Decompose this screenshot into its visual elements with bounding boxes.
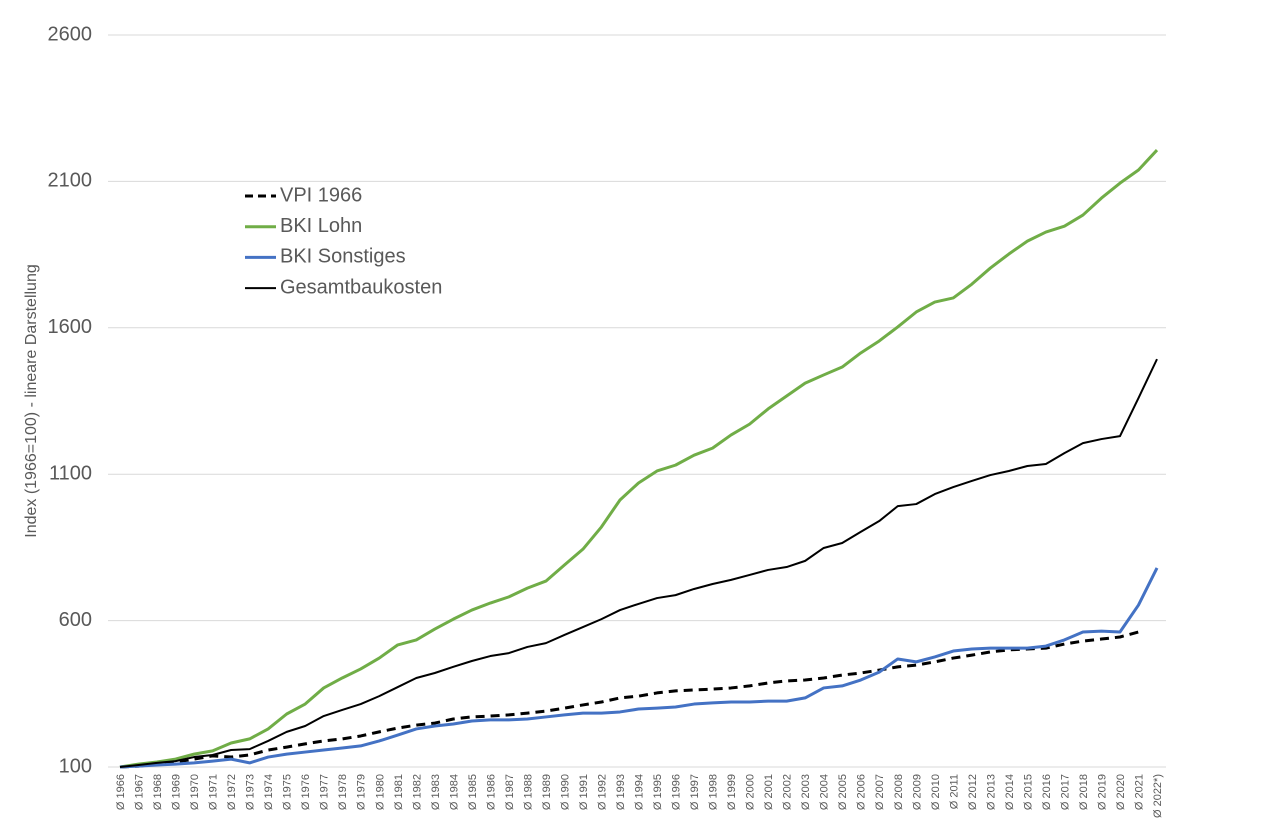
x-tick-label: Ø 2018	[1078, 774, 1090, 810]
x-tick-label: Ø 2004	[819, 774, 831, 810]
x-tick-label: Ø 2007	[874, 774, 886, 810]
x-tick-label: Ø 1988	[522, 774, 534, 810]
x-tick-label: Ø 2012	[967, 774, 979, 810]
x-tick-label: Ø 1997	[689, 774, 701, 810]
x-tick-label: Ø 2019	[1096, 774, 1108, 810]
x-tick-label: Ø 2006	[856, 774, 868, 810]
x-tick-label: Ø 1979	[356, 774, 368, 810]
x-tick-label: Ø 1977	[319, 774, 331, 810]
x-tick-label: Ø 2011	[948, 774, 960, 809]
x-tick-label: Ø 1987	[504, 774, 516, 810]
legend-label: BKI Lohn	[280, 215, 362, 237]
x-tick-label: Ø 2002	[782, 774, 794, 810]
x-tick-label: Ø 1974	[263, 774, 275, 810]
y-tick-label: 2100	[48, 170, 93, 192]
x-tick-label: Ø 1970	[189, 774, 201, 810]
y-tick-label: 1600	[48, 316, 93, 338]
x-tick-label: Ø 2010	[930, 774, 942, 810]
x-tick-label: Ø 2003	[800, 774, 812, 810]
x-tick-label: Ø 1973	[245, 774, 257, 810]
x-tick-label: Ø 2013	[985, 774, 997, 810]
x-tick-label: Ø 1990	[559, 774, 571, 810]
series-line	[119, 567, 1159, 769]
x-tick-label: Ø 1992	[596, 774, 608, 810]
series-line	[119, 149, 1159, 769]
x-tick-label: Ø 1982	[411, 774, 423, 810]
legend-label: BKI Sonstiges	[280, 246, 406, 268]
x-tick-label: Ø 2022*)	[1152, 774, 1164, 818]
x-tick-label: Ø 1971	[208, 774, 220, 810]
x-tick-label: Ø 1976	[300, 774, 312, 810]
x-tick-label: Ø 2020	[1115, 774, 1127, 810]
x-tick-label: Ø 1983	[430, 774, 442, 810]
x-tick-label: Ø 1967	[134, 774, 146, 810]
x-tick-label: Ø 2001	[763, 774, 775, 810]
x-tick-label: Ø 1996	[671, 774, 683, 810]
x-tick-label: Ø 2021	[1133, 774, 1145, 810]
y-tick-label: 100	[59, 755, 92, 777]
x-tick-label: Ø 1995	[652, 774, 664, 810]
x-tick-label: Ø 1968	[152, 774, 164, 810]
legend-label: VPI 1966	[280, 184, 362, 206]
x-tick-label: Ø 1966	[115, 774, 127, 810]
x-tick-label: Ø 1980	[374, 774, 386, 810]
x-tick-label: Ø 1993	[615, 774, 627, 810]
series-line	[119, 630, 1139, 769]
x-tick-label: Ø 1985	[467, 774, 479, 810]
x-tick-label: Ø 2008	[893, 774, 905, 810]
x-tick-label: Ø 1994	[634, 774, 646, 810]
legend-label: Gesamtbaukosten	[280, 276, 442, 298]
x-tick-label: Ø 1978	[337, 774, 349, 810]
x-tick-label: Ø 1984	[448, 774, 460, 810]
series-line	[119, 358, 1158, 768]
y-axis-label: Index (1966=100) - lineare Darstellung	[23, 264, 40, 538]
x-tick-label: Ø 1989	[541, 774, 553, 810]
x-tick-label: Ø 2016	[1041, 774, 1053, 810]
x-tick-label: Ø 2014	[1004, 774, 1016, 810]
y-tick-label: 2600	[48, 23, 93, 45]
x-tick-label: Ø 2000	[745, 774, 757, 810]
x-tick-label: Ø 1999	[726, 774, 738, 810]
x-tick-label: Ø 1991	[578, 774, 590, 810]
x-tick-label: Ø 1981	[393, 774, 405, 810]
x-tick-label: Ø 2005	[837, 774, 849, 810]
x-tick-label: Ø 1998	[708, 774, 720, 810]
x-tick-label: Ø 1969	[171, 774, 183, 810]
x-tick-label: Ø 1975	[282, 774, 294, 810]
x-tick-label: Ø 1986	[485, 774, 497, 810]
x-tick-label: Ø 1972	[226, 774, 238, 810]
x-tick-label: Ø 2015	[1022, 774, 1034, 810]
y-tick-label: 600	[59, 609, 92, 631]
y-tick-label: 1100	[49, 462, 92, 484]
x-tick-label: Ø 2017	[1059, 774, 1071, 810]
x-tick-label: Ø 2009	[911, 774, 923, 810]
